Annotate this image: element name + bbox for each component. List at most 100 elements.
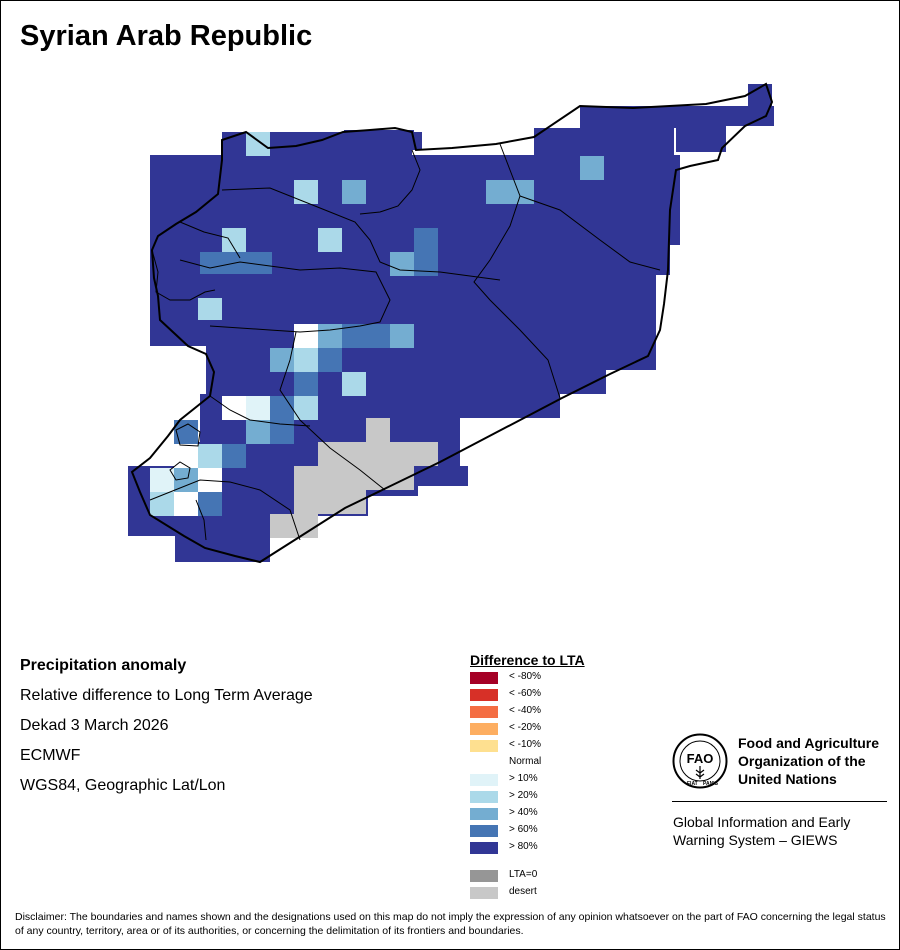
legend-label: > 20% (509, 790, 538, 801)
desert-cell (294, 490, 366, 514)
grid-cell (342, 180, 366, 204)
grid-cell (174, 492, 198, 516)
gov-boundary (359, 149, 421, 215)
grid-cell (344, 130, 414, 140)
svg-text:PANIS: PANIS (703, 781, 719, 787)
desert-cell (318, 442, 438, 466)
grid-cell (200, 418, 460, 442)
grid-cell (128, 486, 418, 496)
grid-cell (246, 396, 270, 420)
precipitation-anomaly-map (128, 82, 774, 564)
info-subtitle: Relative difference to Long Term Average (20, 687, 313, 704)
legend-label: < -60% (509, 688, 541, 699)
giews-line2: Warning System – GIEWS (673, 832, 838, 848)
grid-cell (390, 252, 414, 276)
legend-label: LTA=0 (509, 869, 538, 880)
legend-swatch (470, 689, 498, 701)
desert-cell (366, 418, 390, 442)
legend-label: < -20% (509, 722, 541, 733)
grid-cell (680, 106, 774, 126)
anomaly-grid (128, 84, 774, 562)
grid-cell (676, 126, 726, 152)
grid-cell (198, 492, 222, 516)
country-border (130, 82, 774, 564)
grid-cell (580, 106, 680, 128)
legend-swatch (470, 808, 498, 820)
legend-label: < -80% (509, 671, 541, 682)
grid-cell (270, 396, 294, 420)
legend-label: > 80% (509, 841, 538, 852)
info-heading: Precipitation anomaly (20, 657, 187, 674)
grid-cell (318, 324, 342, 348)
gov-boundary (209, 395, 311, 427)
legend-swatch (470, 672, 498, 684)
desert-cell (294, 466, 414, 490)
legend-swatch (470, 757, 498, 769)
info-source: ECMWF (20, 747, 81, 764)
grid-cell (294, 396, 318, 420)
legend-swatch (470, 791, 498, 803)
gov-boundary (169, 461, 191, 481)
grid-cell (222, 444, 246, 468)
grid-cell (412, 132, 422, 150)
grid-cell (246, 420, 270, 444)
svg-text:FIAT: FIAT (687, 781, 698, 787)
grid-cell (206, 370, 606, 394)
info-period: Dekad 3 March 2026 (20, 717, 169, 734)
grid-cell (198, 444, 222, 468)
legend-swatch (470, 740, 498, 752)
grid-cell (294, 180, 318, 204)
legend-swatch (470, 774, 498, 786)
legend-label: < -10% (509, 739, 541, 750)
legend-label: > 10% (509, 773, 538, 784)
org-name-line3: United Nations (738, 771, 837, 787)
gov-boundary (519, 195, 661, 271)
legend-label: > 60% (509, 824, 538, 835)
grid-cell (294, 348, 318, 372)
grid-cell (486, 180, 534, 204)
grid-cell (318, 348, 342, 372)
disclaimer: Disclaimer: The boundaries and names sho… (15, 911, 886, 937)
grid-cell (414, 228, 438, 276)
legend-swatch (470, 887, 498, 899)
grid-cell (150, 468, 174, 492)
grid-cell (294, 372, 318, 396)
grid-cell (294, 324, 318, 348)
grid-cell (318, 228, 342, 252)
legend-swatch (470, 825, 498, 837)
gov-boundary (175, 423, 201, 447)
gov-boundary (195, 499, 207, 541)
grid-cell (198, 298, 222, 320)
gov-boundary (179, 221, 241, 259)
giews-line1: Global Information and Early (673, 814, 851, 830)
fao-logo: FAO FIAT PANIS (672, 733, 728, 789)
map-title: Syrian Arab Republic (20, 20, 313, 52)
grid-cell (342, 324, 390, 348)
admin-boundaries (130, 82, 774, 564)
gov-boundary (149, 479, 301, 541)
gov-boundary (279, 331, 386, 491)
legend-swatch (470, 723, 498, 735)
org-name-line2: Organization of the (738, 753, 866, 769)
legend-label: > 40% (509, 807, 538, 818)
info-projection: WGS84, Geographic Lat/Lon (20, 777, 226, 794)
org-name-line1: Food and Agriculture (738, 735, 880, 751)
legend-label: Normal (509, 756, 542, 767)
gov-boundary (221, 187, 501, 281)
legend-title: Difference to LTA (470, 652, 585, 668)
grid-cell (150, 492, 174, 516)
grid-cell (390, 324, 414, 348)
org-divider (672, 801, 887, 802)
legend-swatch (470, 842, 498, 854)
legend-label: desert (509, 886, 537, 897)
legend-label: < -40% (509, 705, 541, 716)
grid-cell (580, 156, 604, 180)
svg-text:FAO: FAO (687, 751, 714, 766)
gov-boundary (179, 259, 391, 333)
gov-boundary (473, 143, 561, 399)
gov-boundary (151, 249, 216, 301)
legend-swatch (470, 870, 498, 882)
grid-cell (534, 128, 674, 158)
desert-cell (270, 514, 318, 538)
legend-swatch (470, 706, 498, 718)
